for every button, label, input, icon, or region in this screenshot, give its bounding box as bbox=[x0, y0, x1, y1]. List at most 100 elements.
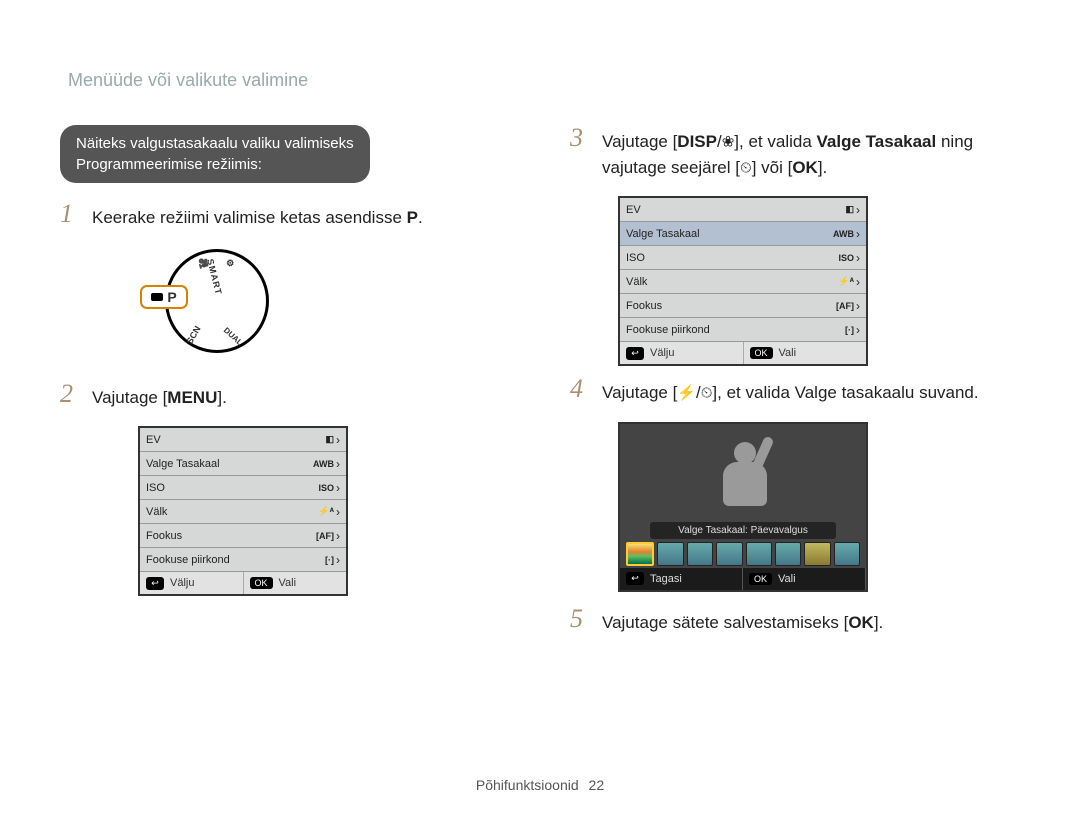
wb-thumb bbox=[657, 542, 683, 566]
lcd-row-label: Välk bbox=[626, 276, 838, 288]
s3-ok: OK bbox=[792, 158, 818, 177]
step-3-num: 3 bbox=[570, 125, 592, 151]
timer-icon: ⏲ bbox=[740, 159, 752, 176]
lcd-footer: ↩ Välju OK Vali bbox=[620, 342, 866, 364]
s3-mid: ], et valida bbox=[734, 132, 816, 151]
lcd-row-icon: [AF]› bbox=[836, 299, 860, 313]
step-5: 5 Vajutage sätete salvestamiseks [OK]. bbox=[570, 606, 1020, 636]
step-4-text: Vajutage [⚡/⏲], et valida Valge tasakaal… bbox=[602, 376, 979, 406]
lcd-row-label: EV bbox=[626, 204, 845, 216]
lcd-row: Välk⚡ᴬ› bbox=[620, 270, 866, 294]
lcd-row-label: Fookus bbox=[146, 530, 316, 542]
dial-p-indicator: P bbox=[140, 285, 188, 309]
flash-icon: ⚡ bbox=[677, 384, 696, 401]
silhouette bbox=[710, 442, 780, 532]
wb-thumb bbox=[716, 542, 742, 566]
right-column: 3 Vajutage [DISP/❀], et valida Valge Tas… bbox=[570, 125, 1020, 651]
step-1-pre: Keerake režiimi valimise ketas asendisse bbox=[92, 208, 407, 227]
wb-thumb bbox=[834, 542, 860, 566]
s4-post: ], et valida Valge tasakaalu suvand. bbox=[712, 383, 978, 402]
exit-key-icon: ↩ bbox=[146, 577, 164, 590]
dial-smart: SMART bbox=[205, 257, 224, 295]
lcd-row-icon: [·]› bbox=[325, 553, 340, 567]
lcd-row-label: Fookus bbox=[626, 300, 836, 312]
wb-thumb bbox=[687, 542, 713, 566]
mode-dial: 🎥 ⚙ SMART SCN DUAL P bbox=[140, 247, 280, 357]
wb-thumb bbox=[746, 542, 772, 566]
lcd-row: Fookuse piirkond[·]› bbox=[620, 318, 866, 342]
step-2-post: ]. bbox=[217, 388, 226, 407]
wb-preview: Valge Tasakaal: Päevavalgus ↩ Tagasi OK … bbox=[618, 422, 868, 592]
lcd-menu-right: EV◧›Valge TasakaalAWB›ISOISO›Välk⚡ᴬ›Fook… bbox=[618, 196, 868, 366]
dial-rec-icon bbox=[151, 293, 163, 301]
step-4-num: 4 bbox=[570, 376, 592, 402]
step-5-text: Vajutage sätete salvestamiseks [OK]. bbox=[602, 606, 883, 636]
step-1: 1 Keerake režiimi valimise ketas asendis… bbox=[60, 201, 510, 231]
exit-label: Välju bbox=[170, 577, 194, 589]
step-1-text: Keerake režiimi valimise ketas asendisse… bbox=[92, 201, 423, 231]
step-2-num: 2 bbox=[60, 381, 82, 407]
step-1-post: . bbox=[418, 208, 423, 227]
wb-thumb bbox=[804, 542, 830, 566]
step-2-pre: Vajutage [ bbox=[92, 388, 167, 407]
lcd-row-icon: ISO› bbox=[318, 481, 340, 495]
lcd-row: Välk⚡ᴬ› bbox=[140, 500, 346, 524]
lcd-row-label: Fookuse piirkond bbox=[626, 324, 845, 336]
ok-key-icon: OK bbox=[750, 347, 773, 359]
step-5-num: 5 bbox=[570, 606, 592, 632]
intro-line1: Näiteks valgustasakaalu valiku valimisek… bbox=[76, 135, 354, 152]
lcd-row-label: EV bbox=[146, 434, 325, 446]
intro-line2: Programmeerimise režiimis: bbox=[76, 156, 262, 173]
intro-pill: Näiteks valgustasakaalu valiku valimisek… bbox=[60, 125, 370, 183]
step-4: 4 Vajutage [⚡/⏲], et valida Valge tasaka… bbox=[570, 376, 1020, 406]
lcd-row-icon: ISO› bbox=[838, 251, 860, 265]
lcd-row: Fookuse piirkond[·]› bbox=[140, 548, 346, 572]
lcd-row: EV◧› bbox=[620, 198, 866, 222]
wb-thumb bbox=[626, 542, 654, 566]
ok-key-icon: OK bbox=[250, 577, 273, 589]
dial-p-label: P bbox=[167, 289, 176, 305]
lcd-row: Fookus[AF]› bbox=[140, 524, 346, 548]
back-key-icon: ↩ bbox=[626, 572, 644, 585]
lcd-row-icon: ⚡ᴬ› bbox=[838, 275, 860, 289]
macro-icon: ❀ bbox=[722, 133, 735, 150]
step-3-text: Vajutage [DISP/❀], et valida Valge Tasak… bbox=[602, 125, 1020, 180]
exit-key-icon: ↩ bbox=[626, 347, 644, 360]
footer-label: Põhifunktsioonid bbox=[476, 777, 579, 793]
lcd-row: ISOISO› bbox=[620, 246, 866, 270]
step-3: 3 Vajutage [DISP/❀], et valida Valge Tas… bbox=[570, 125, 1020, 180]
lcd-footer: ↩VäljuOKVali bbox=[140, 572, 346, 594]
footer-page: 22 bbox=[589, 777, 605, 793]
lcd-row: ISOISO› bbox=[140, 476, 346, 500]
step-2-menu: MENU bbox=[167, 388, 217, 407]
s4-pre: Vajutage [ bbox=[602, 383, 677, 402]
lcd-row-label: ISO bbox=[146, 482, 318, 494]
s5-pre: Vajutage sätete salvestamiseks [ bbox=[602, 613, 848, 632]
lcd-row-icon: [AF]› bbox=[316, 529, 340, 543]
select-label: Vali bbox=[779, 347, 797, 359]
page-header: Menüüde või valikute valimine bbox=[68, 70, 308, 91]
lcd-row-icon: AWB› bbox=[833, 227, 860, 241]
left-column: Näiteks valgustasakaalu valiku valimisek… bbox=[60, 125, 510, 651]
lcd-row-label: Valge Tasakaal bbox=[626, 228, 833, 240]
lcd-row-icon: ◧› bbox=[845, 203, 860, 217]
wb-caption: Valge Tasakaal: Päevavalgus bbox=[650, 522, 836, 539]
s5-ok: OK bbox=[848, 613, 874, 632]
lcd-row-label: ISO bbox=[626, 252, 838, 264]
step-2-text: Vajutage [MENU]. bbox=[92, 381, 227, 411]
step-1-num: 1 bbox=[60, 201, 82, 227]
wb-thumbs bbox=[626, 542, 860, 566]
dial-scn: SCN bbox=[184, 324, 202, 345]
exit-label: Välju bbox=[650, 347, 674, 359]
lcd-row: Fookus[AF]› bbox=[620, 294, 866, 318]
lcd-row-icon: [·]› bbox=[845, 323, 860, 337]
s3-pre: Vajutage [ bbox=[602, 132, 677, 151]
lcd-row-label: Välk bbox=[146, 506, 318, 518]
lcd-row-icon: ◧› bbox=[325, 433, 340, 447]
s3-target: Valge Tasakaal bbox=[817, 132, 937, 151]
step-2: 2 Vajutage [MENU]. bbox=[60, 381, 510, 411]
page-footer: Põhifunktsioonid 22 bbox=[0, 777, 1080, 793]
s3-tail2: ] või [ bbox=[752, 158, 793, 177]
back-label: Tagasi bbox=[650, 573, 682, 585]
s3-disp: DISP bbox=[677, 132, 717, 151]
